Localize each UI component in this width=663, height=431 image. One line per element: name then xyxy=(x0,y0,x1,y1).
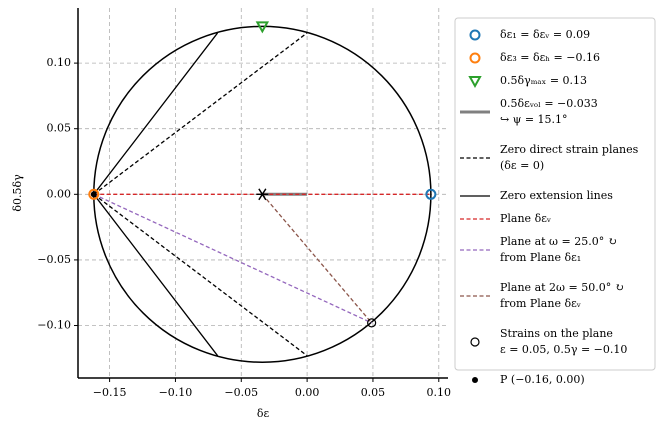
marker xyxy=(90,191,97,198)
legend-handle xyxy=(468,76,482,89)
marker xyxy=(88,188,100,200)
legend-label: Strains on the plane xyxy=(500,327,613,340)
legend-label: Plane at 2ω = 50.0° ↻ xyxy=(500,281,624,294)
legend-box xyxy=(454,17,656,371)
legend-label: Zero direct strain planes xyxy=(500,143,639,156)
legend-handle xyxy=(469,29,481,41)
marker xyxy=(255,21,270,34)
y-tick-label: −0.10 xyxy=(37,319,71,332)
legend-label: 0.5δεᵥₒₗ = −0.033 xyxy=(500,97,598,110)
x-tick-label: −0.05 xyxy=(224,386,258,399)
x-tick-label: 0.05 xyxy=(361,386,386,399)
legend-label: (δε = 0) xyxy=(500,159,544,172)
x-tick-label: 0.10 xyxy=(427,386,452,399)
x-tick-label: −0.15 xyxy=(93,386,127,399)
legend-label: from Plane δε₁ xyxy=(500,251,581,264)
series-line xyxy=(93,32,308,357)
y-tick-label: 0.05 xyxy=(47,122,72,135)
legend-label: Zero extension lines xyxy=(500,189,613,202)
legend-label: ε = 0.05, 0.5γ = −0.10 xyxy=(500,343,627,356)
y-tick-label: 0.00 xyxy=(47,187,72,200)
legend-label: δε₃ = δεₕ = −0.16 xyxy=(500,51,600,64)
series-line xyxy=(93,32,219,357)
y-axis-label: δ0.5δγ xyxy=(11,174,24,212)
x-axis-label: δε xyxy=(257,407,270,420)
y-tick-label: 0.10 xyxy=(47,56,72,69)
legend-label: ↪ ψ = 15.1° xyxy=(500,113,568,126)
legend-label: Plane at ω = 25.0° ↻ xyxy=(500,235,617,248)
series-line xyxy=(261,193,373,324)
marker xyxy=(367,318,377,328)
legend-handle xyxy=(470,337,480,347)
x-tick-label: 0.00 xyxy=(295,386,320,399)
legend-label: 0.5δγₘₐₓ = 0.13 xyxy=(500,74,587,87)
marker xyxy=(256,188,269,201)
legend-handle xyxy=(472,377,478,383)
legend-label: from Plane δεᵥ xyxy=(500,297,581,310)
legend-handle xyxy=(469,52,481,64)
x-tick-label: −0.10 xyxy=(159,386,193,399)
marker xyxy=(425,188,437,200)
legend-label: δε₁ = δεᵥ = 0.09 xyxy=(500,28,590,41)
y-tick-label: −0.05 xyxy=(37,253,71,266)
legend-label: P (−0.16, 0.00) xyxy=(500,373,585,386)
series-line xyxy=(93,193,372,324)
legend-label: Plane δεᵥ xyxy=(500,212,551,225)
